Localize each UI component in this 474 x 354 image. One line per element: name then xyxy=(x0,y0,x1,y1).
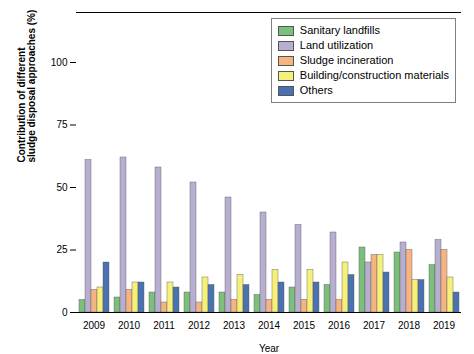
svg-text:100: 100 xyxy=(51,57,68,68)
svg-text:2012: 2012 xyxy=(188,320,211,331)
svg-text:Year: Year xyxy=(259,343,280,354)
html-text:Sanitary landfills: Sanitary landfills xyxy=(299,24,380,36)
svg-text:2015: 2015 xyxy=(293,320,316,331)
html-text:Sludge incineration: Sludge incineration xyxy=(299,54,394,66)
html-text:Land utilization: Land utilization xyxy=(299,39,374,51)
svg-text:2010: 2010 xyxy=(118,320,141,331)
html-text:Others: Others xyxy=(299,84,333,96)
html-text:Building/construction material: Building/construction materials xyxy=(299,69,449,81)
svg-text:2014: 2014 xyxy=(258,320,281,331)
svg-text:2009: 2009 xyxy=(83,320,106,331)
svg-text:2013: 2013 xyxy=(223,320,246,331)
svg-text:Contribution of differentsludg: Contribution of differentsludge disposal… xyxy=(16,10,37,163)
svg-text:2018: 2018 xyxy=(398,320,421,331)
svg-text:2011: 2011 xyxy=(153,320,175,331)
svg-text:25: 25 xyxy=(56,244,68,255)
svg-text:2016: 2016 xyxy=(328,320,351,331)
svg-text:2017: 2017 xyxy=(363,320,386,331)
svg-text:0: 0 xyxy=(62,307,68,318)
svg-text:75: 75 xyxy=(56,119,68,130)
svg-text:2019: 2019 xyxy=(433,320,456,331)
svg-text:50: 50 xyxy=(56,182,68,193)
